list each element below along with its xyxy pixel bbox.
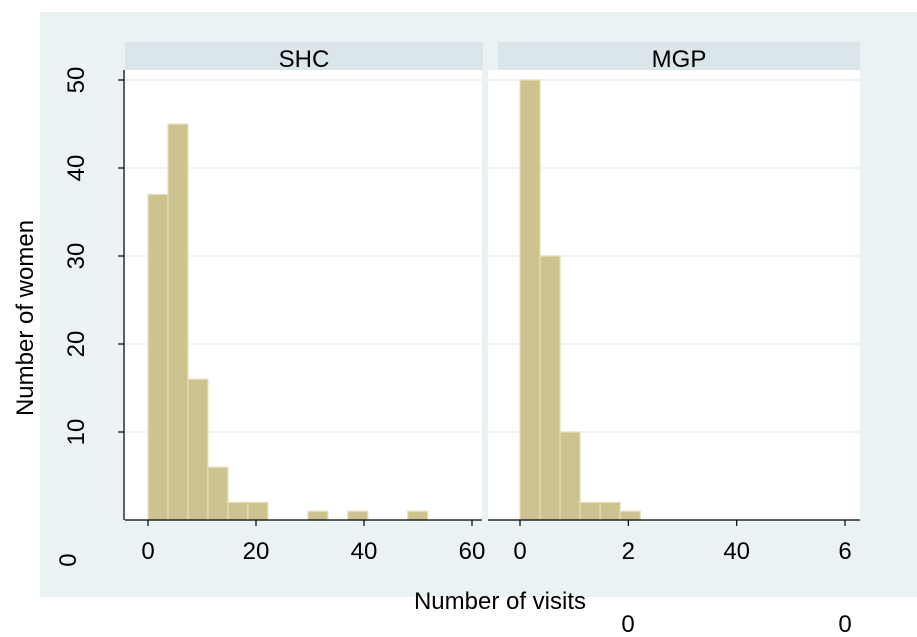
y-axis-title: Number of women <box>12 220 39 416</box>
x-axis-title: Number of visits <box>414 588 586 615</box>
bar-shc-13 <box>407 510 429 521</box>
strip-mgp <box>498 42 860 70</box>
x-tick-label-shc-2: 40 <box>351 538 378 565</box>
y-tick-label-30: 30 <box>63 243 90 270</box>
strip-label-shc: SHC <box>279 46 330 73</box>
strip-label-mgp: MGP <box>652 46 707 73</box>
x-tick-label-shc-3: 60 <box>459 538 486 565</box>
x-tick-label-mgp-3: 6 <box>838 538 851 565</box>
x-tick-label-mgp-2: 40 <box>723 538 750 565</box>
bar-mgp-5 <box>619 510 641 521</box>
bar-shc-4 <box>227 501 249 521</box>
bar-mgp-2 <box>559 431 581 521</box>
bar-shc-0 <box>147 193 169 521</box>
bar-mgp-4 <box>599 501 621 521</box>
x-tick-label-shc-0: 0 <box>141 538 154 565</box>
y-tick-label-40: 40 <box>63 155 90 182</box>
stray-label-1: 0 <box>621 611 634 632</box>
stray-label-0: 0 <box>55 553 82 566</box>
x-tick-label-shc-1: 20 <box>243 538 270 565</box>
bar-mgp-1 <box>539 255 561 521</box>
y-tick-label-50: 50 <box>63 67 90 94</box>
bar-shc-3 <box>207 466 229 521</box>
bar-mgp-3 <box>579 501 601 521</box>
bar-shc-10 <box>347 510 369 521</box>
stray-label-2: 0 <box>838 611 851 632</box>
bar-shc-8 <box>307 510 329 521</box>
x-tick-label-mgp-0: 0 <box>513 538 526 565</box>
bar-mgp-0 <box>519 79 541 521</box>
y-tick-label-20: 20 <box>63 331 90 358</box>
bar-shc-1 <box>167 123 189 521</box>
strip-shc <box>125 42 483 70</box>
bar-shc-5 <box>247 501 269 521</box>
bar-shc-2 <box>187 378 209 521</box>
x-tick-label-mgp-1: 2 <box>622 538 635 565</box>
y-tick-label-10: 10 <box>63 419 90 446</box>
